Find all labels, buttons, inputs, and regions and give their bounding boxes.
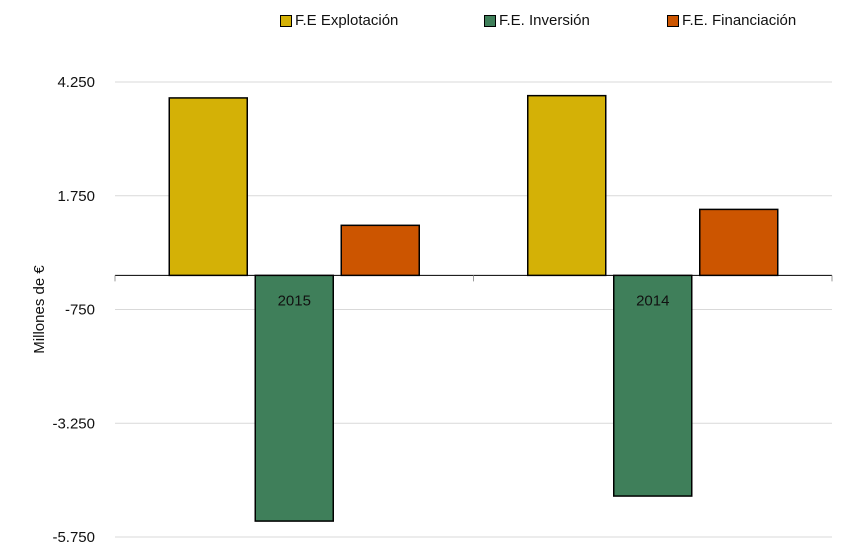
bar-2014-series-2: [699, 208, 779, 277]
bar-2015-series-0: [168, 97, 248, 277]
legend-swatch-inversion: [484, 14, 496, 27]
y-tick-label: -3.250: [52, 415, 95, 432]
legend-label-financiacion: F.E. Financiación: [682, 12, 797, 29]
y-tick-label: -5.750: [52, 529, 95, 544]
bar-2015-series-2: [340, 224, 420, 277]
x-category-label: 2014: [636, 292, 669, 309]
bar-2015-series-1: [254, 274, 334, 522]
y-tick-label: -750: [65, 302, 95, 319]
legend-label-inversion: F.E. Inversión: [499, 12, 590, 29]
legend-swatch-financiacion: [667, 14, 679, 27]
y-axis-label: Millones de €: [31, 265, 48, 354]
y-tick-label: 4.250: [57, 74, 95, 91]
legend-label-explotacion: F.E Explotación: [295, 12, 399, 29]
legend-swatch-explotacion: [280, 14, 292, 27]
chart-legend: F.E Explotación F.E. Inversión F.E. Fina…: [0, 12, 841, 34]
x-category-label: 2015: [278, 292, 311, 309]
bar-2014-series-0: [527, 94, 607, 277]
legend-item-inversion: F.E. Inversión: [484, 12, 590, 29]
legend-item-explotacion: F.E Explotación: [280, 12, 398, 29]
legend-item-financiacion: F.E. Financiación: [667, 12, 796, 29]
bar-2014-series-1: [613, 274, 693, 497]
y-tick-label: 1.750: [57, 188, 95, 205]
